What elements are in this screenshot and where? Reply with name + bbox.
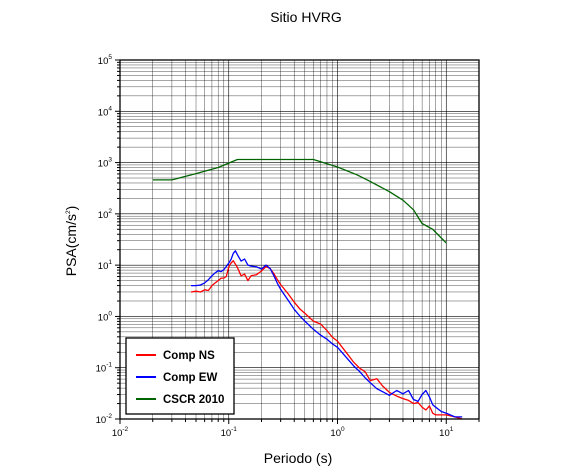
x-tick-label: 100 xyxy=(330,426,345,439)
series-line-comp-ew xyxy=(191,250,463,418)
chart-title: Sitio HVRG xyxy=(270,9,342,25)
y-tick-labels: 10-2 10-1 100 101 102 103 104 105 xyxy=(96,54,113,426)
y-tick-label: 10-2 xyxy=(96,413,113,426)
x-tick-label: 10-2 xyxy=(112,426,129,439)
x-axis-label: Periodo (s) xyxy=(264,450,332,466)
y-axis-label: PSA(cm/s2) xyxy=(63,206,79,277)
legend: Comp NS Comp EW CSCR 2010 xyxy=(125,337,235,415)
legend-label: CSCR 2010 xyxy=(163,394,224,406)
x-tick-labels: 10-2 10-1 100 101 xyxy=(112,426,454,439)
x-tick-label: 10-1 xyxy=(221,426,238,439)
y-tick-label: 105 xyxy=(98,54,113,67)
y-tick-label: 100 xyxy=(98,310,113,323)
axis-ticks xyxy=(115,59,480,424)
grid-lines xyxy=(119,59,480,420)
y-tick-label: 102 xyxy=(98,208,113,221)
series-line-cscr-2010 xyxy=(152,158,447,244)
series-line-comp-ns xyxy=(190,260,463,420)
y-tick-label: 10-1 xyxy=(96,362,113,375)
series-lines xyxy=(152,158,463,420)
y-tick-label: 101 xyxy=(98,259,113,272)
y-tick-label: 104 xyxy=(98,105,113,118)
y-tick-label: 103 xyxy=(98,157,113,170)
x-tick-label: 101 xyxy=(439,426,454,439)
legend-label: Comp EW xyxy=(163,372,217,384)
plot-frame xyxy=(119,59,480,420)
legend-label: Comp NS xyxy=(163,350,215,362)
